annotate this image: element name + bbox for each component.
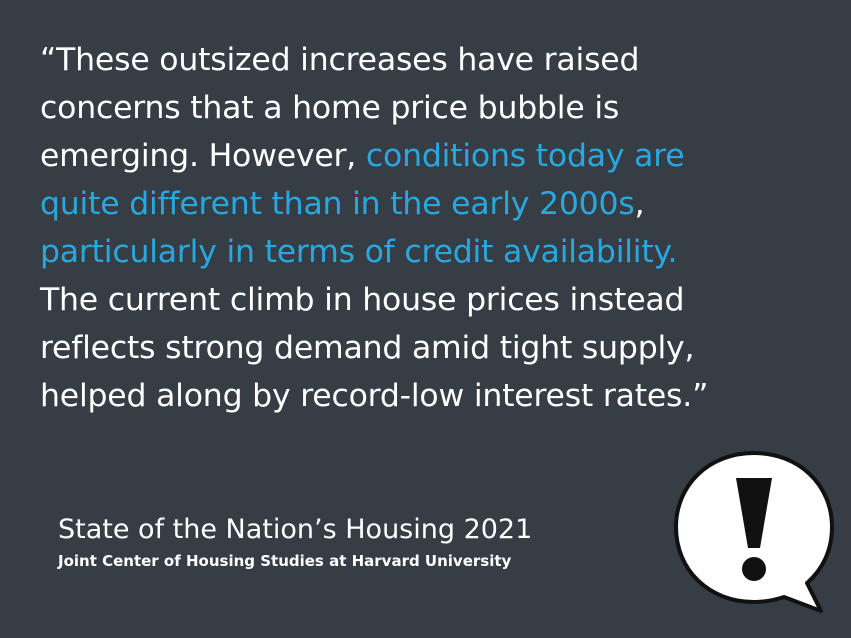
quote-segment: “These outsized increases have raised xyxy=(40,42,640,78)
quote-segment: The current climb in house prices instea… xyxy=(40,282,685,318)
quote-segment: reflects strong demand amid tight supply… xyxy=(40,330,695,366)
quote-line: reflects strong demand amid tight supply… xyxy=(40,324,840,372)
quote-segment: concerns that a home price bubble is xyxy=(40,90,620,126)
exclamation-speech-bubble-icon xyxy=(674,451,834,613)
quote-line: emerging. However, conditions today are xyxy=(40,132,840,180)
quote-line: quite different than in the early 2000s, xyxy=(40,180,840,228)
quote-line: particularly in terms of credit availabi… xyxy=(40,228,840,276)
quote-segment: emerging. However, xyxy=(40,138,366,174)
quote-attribution: State of the Nation’s Housing 2021 Joint… xyxy=(58,512,532,572)
quote-line: “These outsized increases have raised xyxy=(40,36,840,84)
quote-segment: , xyxy=(634,186,645,222)
quote-highlight: conditions today are xyxy=(365,138,685,174)
quote-highlight: particularly in terms of credit availabi… xyxy=(40,234,678,270)
quote-line: concerns that a home price bubble is xyxy=(40,84,840,132)
exclamation-dot xyxy=(742,557,766,581)
quote-segment: helped along by record-low interest rate… xyxy=(40,378,709,414)
source-organization: Joint Center of Housing Studies at Harva… xyxy=(58,552,512,570)
quote-text: “These outsized increases have raised co… xyxy=(40,36,840,420)
quote-highlight: quite different than in the early 2000s xyxy=(40,186,635,222)
exclamation-bar xyxy=(736,478,772,548)
source-title: State of the Nation’s Housing 2021 xyxy=(58,514,533,545)
quote-line: helped along by record-low interest rate… xyxy=(40,372,840,420)
quote-line: The current climb in house prices instea… xyxy=(40,276,840,324)
